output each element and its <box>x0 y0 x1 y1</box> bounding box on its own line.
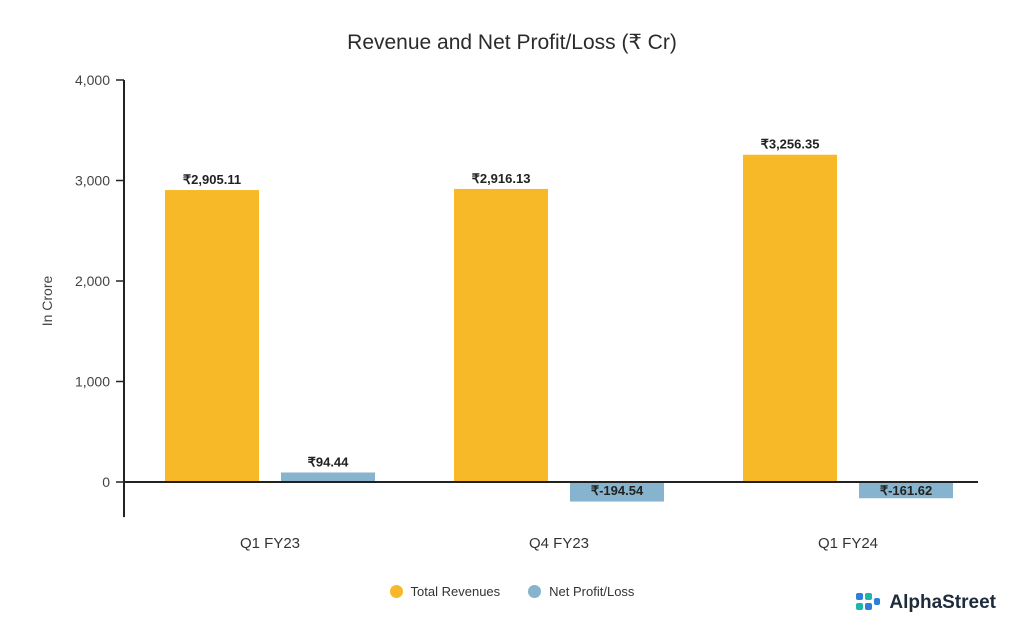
legend-label-total-revenues: Total Revenues <box>410 584 501 599</box>
x-tick-label: Q1 FY24 <box>818 535 878 552</box>
y-tick-label: 1,000 <box>75 374 110 390</box>
data-label: ₹94.44 <box>308 455 350 470</box>
y-tick-label: 2,000 <box>75 273 110 289</box>
data-label: ₹2,916.13 <box>472 171 531 186</box>
legend-swatch-net-profit-loss <box>528 585 542 598</box>
brand-logo: AlphaStreet <box>855 592 996 614</box>
bar-total-revenues <box>165 190 259 482</box>
chart-title: Revenue and Net Profit/Loss (₹ Cr) <box>347 31 677 54</box>
bar-net-profit-loss <box>859 482 953 499</box>
data-label: ₹-194.54 <box>591 483 644 498</box>
y-axis-title: In Crore <box>39 276 55 327</box>
x-tick-label: Q1 FY23 <box>240 535 300 552</box>
bar-total-revenues <box>743 154 837 483</box>
data-label: ₹3,256.35 <box>761 137 820 152</box>
bar-total-revenues <box>454 188 548 482</box>
legend-item-net-profit-loss[interactable]: Net Profit/Loss <box>528 584 634 599</box>
legend-item-total-revenues[interactable]: Total Revenues <box>389 584 501 599</box>
brand-name: AlphaStreet <box>889 592 996 613</box>
y-tick-label: 4,000 <box>75 72 110 88</box>
bar-net-profit-loss <box>570 482 664 502</box>
x-tick-label: Q4 FY23 <box>529 535 589 552</box>
data-label: ₹2,905.11 <box>183 172 241 187</box>
data-label: ₹-161.62 <box>880 483 932 498</box>
legend-label-net-profit-loss: Net Profit/Loss <box>549 584 635 599</box>
chart-legend: Total Revenues Net Profit/Loss <box>0 584 1024 599</box>
y-tick-label: 0 <box>102 474 110 490</box>
legend-swatch-total-revenues <box>389 585 403 598</box>
alphastreet-logo-icon <box>856 593 881 610</box>
bar-net-profit-loss <box>281 472 375 482</box>
y-tick-label: 3,000 <box>75 173 110 189</box>
